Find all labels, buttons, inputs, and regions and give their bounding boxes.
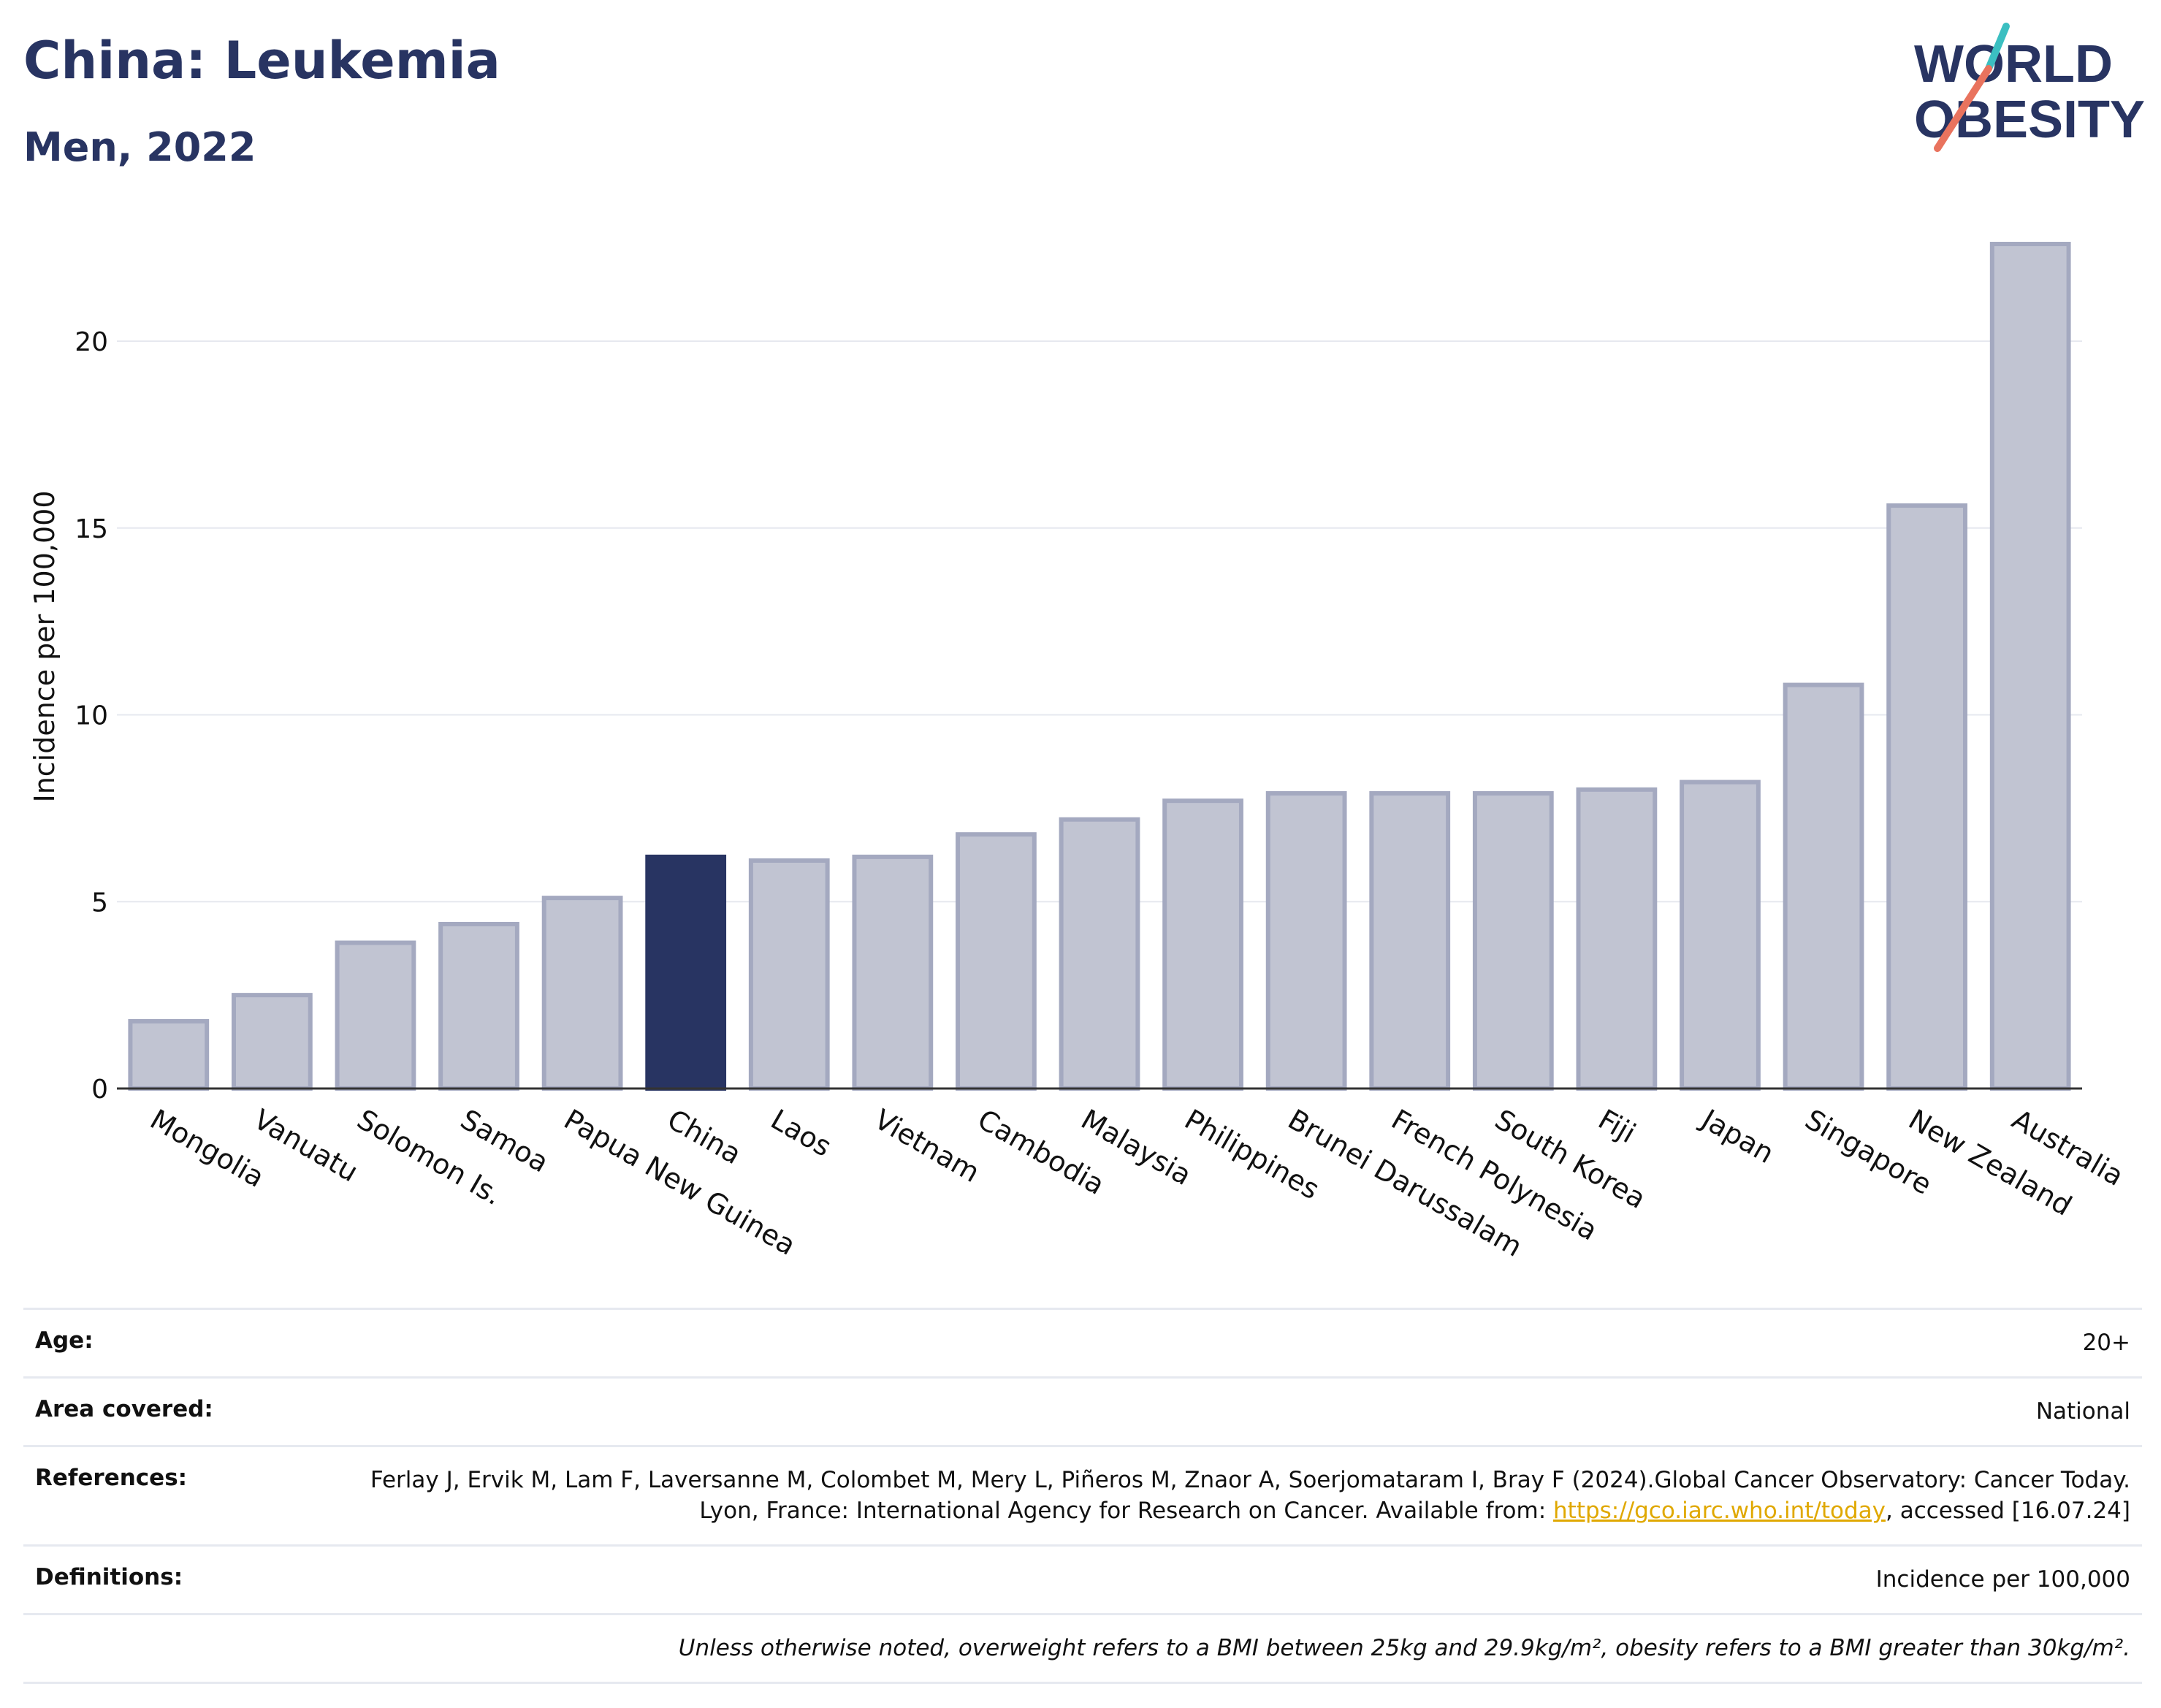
y-tick-label-5: 5 — [91, 888, 108, 918]
y-tick-label-10: 10 — [75, 701, 108, 731]
info-label-definitions: Definitions: — [23, 1544, 354, 1614]
bar-philippines — [1162, 798, 1243, 1091]
bar-singapore — [1783, 682, 1864, 1091]
bar-australia — [1989, 242, 2071, 1091]
info-table: Age: 20+ Area covered: National Referenc… — [23, 1308, 2142, 1684]
references-text: Ferlay J, Ervik M, Lam F, Laversanne M, … — [370, 1466, 2130, 1525]
bar-cambodia — [956, 832, 1037, 1091]
references-accessed: , accessed [16.07.24] — [1885, 1498, 2130, 1525]
bar-china — [645, 854, 727, 1091]
info-row-area: Area covered: National — [23, 1376, 2142, 1446]
x-tick-label-mongolia: Mongolia — [145, 1103, 270, 1194]
info-value-age: 20+ — [354, 1308, 2142, 1378]
bar-papua-new-guinea — [541, 896, 623, 1091]
x-tick-label-vietnam: Vietnam — [869, 1103, 985, 1189]
x-tick-label-laos: Laos — [766, 1103, 837, 1163]
info-row-definitions: Definitions: Incidence per 100,000 — [23, 1544, 2142, 1614]
bar-fiji — [1576, 787, 1658, 1091]
bars — [128, 242, 2071, 1091]
bar-vanuatu — [231, 993, 313, 1091]
info-row-footnote: Unless otherwise noted, overweight refer… — [23, 1612, 2142, 1684]
y-tick-label-20: 20 — [75, 327, 108, 357]
bar-japan — [1680, 779, 1761, 1091]
bar-malaysia — [1059, 817, 1140, 1091]
info-value-area: National — [354, 1376, 2142, 1446]
info-label-empty — [23, 1612, 354, 1684]
y-axis-label: Incidence per 100,000 — [28, 490, 61, 802]
info-label-references: References: — [23, 1444, 354, 1546]
chart-subtitle: Men, 2022 — [23, 124, 256, 170]
bar-south-korea — [1472, 790, 1554, 1091]
bar-brunei-darussalam — [1265, 790, 1347, 1091]
references-link[interactable]: https://gco.iarc.who.int/today — [1553, 1498, 1886, 1525]
bar-samoa — [438, 921, 519, 1091]
info-label-age: Age: — [23, 1308, 354, 1378]
x-tick-label-vanuatu: Vanuatu — [248, 1103, 364, 1188]
bar-new-zealand — [1886, 503, 1968, 1091]
footnote: Unless otherwise noted, overweight refer… — [354, 1612, 2142, 1684]
y-axis-ticks: 0 5 10 15 20 — [75, 327, 108, 1105]
info-value-definitions: Incidence per 100,000 — [354, 1544, 2142, 1614]
logo-text-world: WORLD — [1914, 35, 2113, 94]
info-row-references: References: Ferlay J, Ervik M, Lam F, La… — [23, 1444, 2142, 1546]
bar-solomon-is — [335, 940, 416, 1091]
chart-title: China: Leukemia — [23, 31, 500, 91]
info-row-age: Age: 20+ — [23, 1308, 2142, 1378]
x-tick-label-japan: Japan — [1695, 1102, 1780, 1170]
y-tick-label-0: 0 — [91, 1075, 108, 1105]
x-tick-label-fiji: Fiji — [1593, 1103, 1641, 1149]
info-value-references: Ferlay J, Ervik M, Lam F, Laversanne M, … — [354, 1444, 2142, 1546]
bar-vietnam — [852, 854, 934, 1091]
bar-french-polynesia — [1369, 790, 1451, 1091]
world-obesity-logo: WORLD OBESITY — [1914, 23, 2145, 152]
bar-mongolia — [128, 1018, 210, 1091]
logo-slash-teal-icon — [1985, 23, 2010, 72]
info-label-area: Area covered: — [23, 1376, 354, 1446]
bar-laos — [748, 858, 830, 1091]
logo-slash-coral-icon — [1934, 65, 1992, 152]
y-tick-label-15: 15 — [75, 514, 108, 544]
